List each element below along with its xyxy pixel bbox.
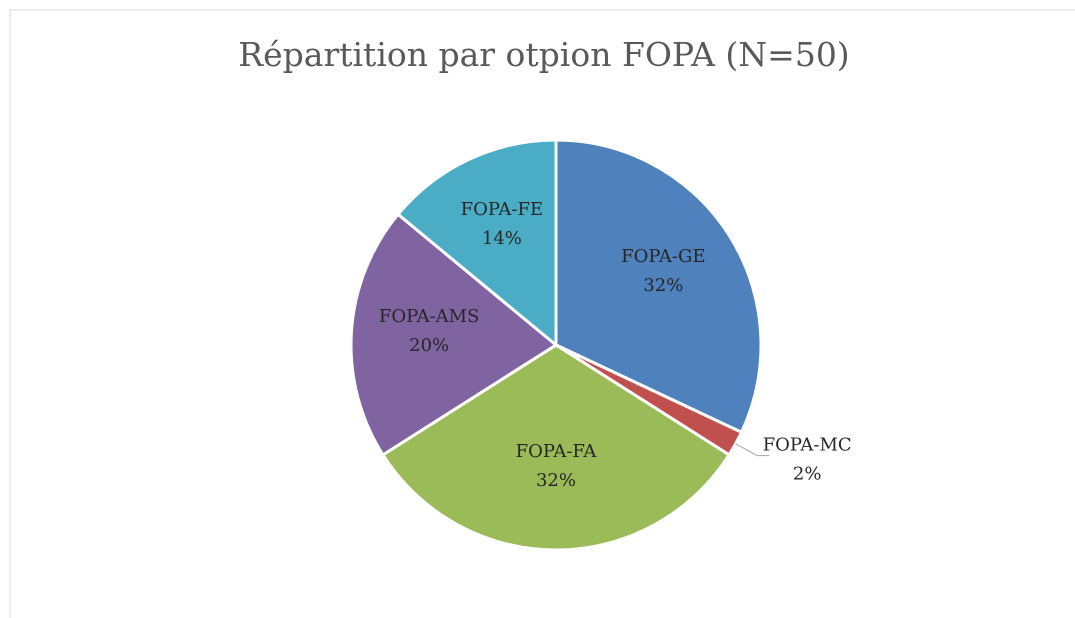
slice-label: FOPA-FE <box>461 199 543 220</box>
slice-label: FOPA-MC <box>763 435 852 456</box>
value-label: 32% <box>643 275 683 296</box>
value-label: 14% <box>482 228 522 249</box>
value-label: 2% <box>793 464 822 485</box>
pie-slice <box>395 138 558 349</box>
leader-line <box>735 443 770 457</box>
pie-slice <box>380 343 732 552</box>
value-label: 20% <box>409 335 449 356</box>
chart-title: Répartition par otpion FOPA (N=50) <box>238 35 849 74</box>
slice-label: FOPA-FA <box>516 441 598 462</box>
slice-label: FOPA-AMS <box>379 306 480 327</box>
slice-label: FOPA-GE <box>621 246 705 267</box>
value-label: 32% <box>536 470 576 491</box>
pie-slice <box>349 212 559 457</box>
pie-slice <box>554 138 763 435</box>
chart-frame <box>9 9 1075 618</box>
